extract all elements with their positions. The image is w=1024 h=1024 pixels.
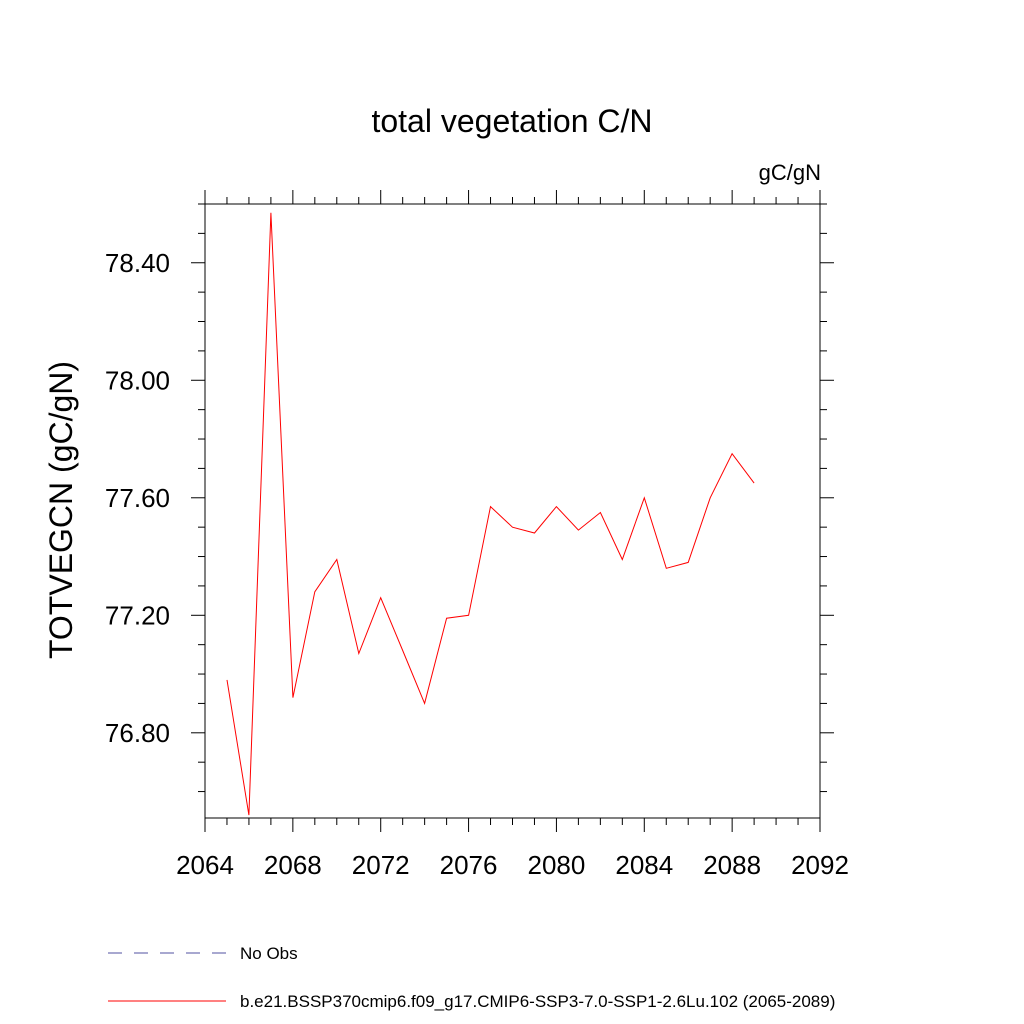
x-tick-label: 2068 — [264, 850, 322, 880]
plot-frame — [204, 203, 821, 819]
y-tick-label: 78.40 — [105, 248, 170, 278]
x-tick-label: 2092 — [791, 850, 849, 880]
legend-label: No Obs — [240, 944, 298, 963]
chart-title: total vegetation C/N — [371, 103, 652, 139]
series-group — [226, 212, 755, 816]
axis-ticks — [191, 190, 834, 832]
y-tick-label: 76.80 — [105, 718, 170, 748]
legend: No Obs b.e21.BSSP370cmip6.f09_g17.CMIP6-S… — [108, 944, 835, 1011]
y-tick-label: 77.20 — [105, 600, 170, 630]
series-line — [226, 212, 755, 816]
x-tick-label: 2088 — [703, 850, 761, 880]
axis-tick-labels: 2064 2068 2072 2076 2080 2084 2088 2092 76.80 77.… — [105, 248, 849, 880]
x-tick-label: 2076 — [440, 850, 498, 880]
legend-label: b.e21.BSSP370cmip6.f09_g17.CMIP6-SSP3-7.… — [240, 992, 835, 1011]
x-tick-label: 2072 — [352, 850, 410, 880]
y-axis-label: TOTVEGCN (gC/gN) — [43, 361, 79, 659]
x-tick-label: 2080 — [528, 850, 586, 880]
units-label: gC/gN — [759, 160, 821, 185]
x-tick-label: 2084 — [615, 850, 673, 880]
y-tick-label: 77.60 — [105, 483, 170, 513]
x-tick-label: 2064 — [176, 850, 234, 880]
y-tick-label: 78.00 — [105, 365, 170, 395]
